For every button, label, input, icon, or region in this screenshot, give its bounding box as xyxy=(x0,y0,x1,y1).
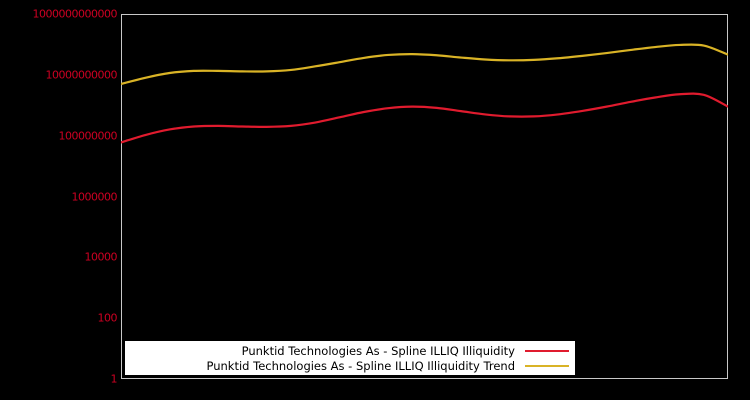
y-axis-tick-label: 10000 xyxy=(84,250,118,264)
series-line-illiquidity-trend xyxy=(121,92,728,144)
y-axis-tick-label: 1 xyxy=(110,372,118,386)
plot-frame xyxy=(121,14,728,379)
chart-legend[interactable]: Punktid Technologies As - Spline ILLIQ I… xyxy=(124,340,576,376)
legend-item-label: Punktid Technologies As - Spline ILLIQ I… xyxy=(206,358,516,373)
series-line-illiquidity xyxy=(121,43,728,86)
y-axis-tick-labels: 1000000000000 10000000000 100000000 1000000… xyxy=(0,0,118,400)
y-axis-tick-label: 100 xyxy=(97,311,118,325)
y-axis-tick-label: 1000000 xyxy=(71,190,118,203)
plot-area xyxy=(121,43,728,144)
y-axis-tick-label: 10000000000 xyxy=(45,68,118,82)
y-axis-tick-label: 1000000000000 xyxy=(32,7,118,21)
legend-color-swatch xyxy=(525,364,569,367)
legend-item-label: Punktid Technologies As - Spline ILLIQ I… xyxy=(241,343,515,358)
y-axis-tick-label: 100000000 xyxy=(58,129,118,143)
legend-item[interactable]: Punktid Technologies As - Spline ILLIQ I… xyxy=(125,358,569,373)
legend-item[interactable]: Punktid Technologies As - Spline ILLIQ I… xyxy=(125,343,569,358)
legend-color-swatch xyxy=(525,349,569,352)
